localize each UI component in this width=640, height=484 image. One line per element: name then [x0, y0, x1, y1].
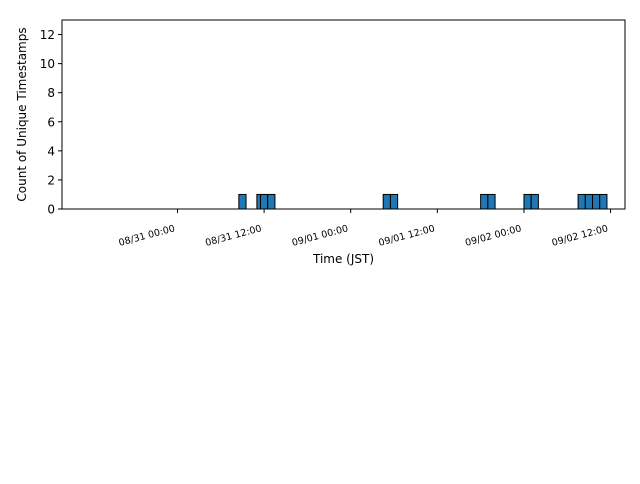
- y-tick-label: 8: [47, 86, 55, 100]
- histogram-bar: [480, 193, 489, 210]
- y-tick-label: 10: [40, 57, 55, 71]
- histogram-bar: [382, 193, 391, 210]
- histogram-bar: [599, 193, 608, 210]
- y-tick-label: 0: [47, 203, 55, 217]
- histogram-bar: [577, 193, 586, 210]
- histogram-bar: [487, 193, 496, 210]
- y-tick-label: 12: [40, 28, 55, 42]
- y-tick-label: 2: [47, 173, 55, 187]
- histogram-bar: [584, 193, 594, 210]
- y-axis-label: Count of Unique Timestamps: [15, 27, 29, 201]
- histogram-bar: [530, 193, 539, 210]
- y-tick-label: 4: [47, 144, 55, 158]
- x-tick-label: 08/31 00:00: [118, 223, 177, 249]
- bars-layer: [238, 193, 608, 210]
- axes-frame: [61, 19, 626, 210]
- x-tick-label: 09/01 12:00: [377, 223, 436, 249]
- x-tick-label: 09/02 00:00: [464, 223, 523, 249]
- histogram-bar: [592, 193, 601, 210]
- histogram-bar: [267, 193, 276, 210]
- y-axis-ticks: 0 2 4 6 8 10 12: [40, 28, 62, 217]
- x-tick-label: 09/01 00:00: [291, 223, 350, 249]
- histogram-bar: [523, 193, 532, 210]
- x-axis-ticks: 08/31 00:00 08/31 12:00 09/01 00:00 09/01 1…: [118, 209, 612, 249]
- histogram-bar: [259, 193, 269, 210]
- x-tick-label: 09/02 12:00: [551, 223, 610, 249]
- histogram-bar: [238, 193, 247, 210]
- y-tick-label: 6: [47, 115, 55, 129]
- histogram-bar: [389, 193, 399, 210]
- x-tick-label: 08/31 12:00: [204, 223, 263, 249]
- x-axis-label: Time (JST): [312, 252, 374, 266]
